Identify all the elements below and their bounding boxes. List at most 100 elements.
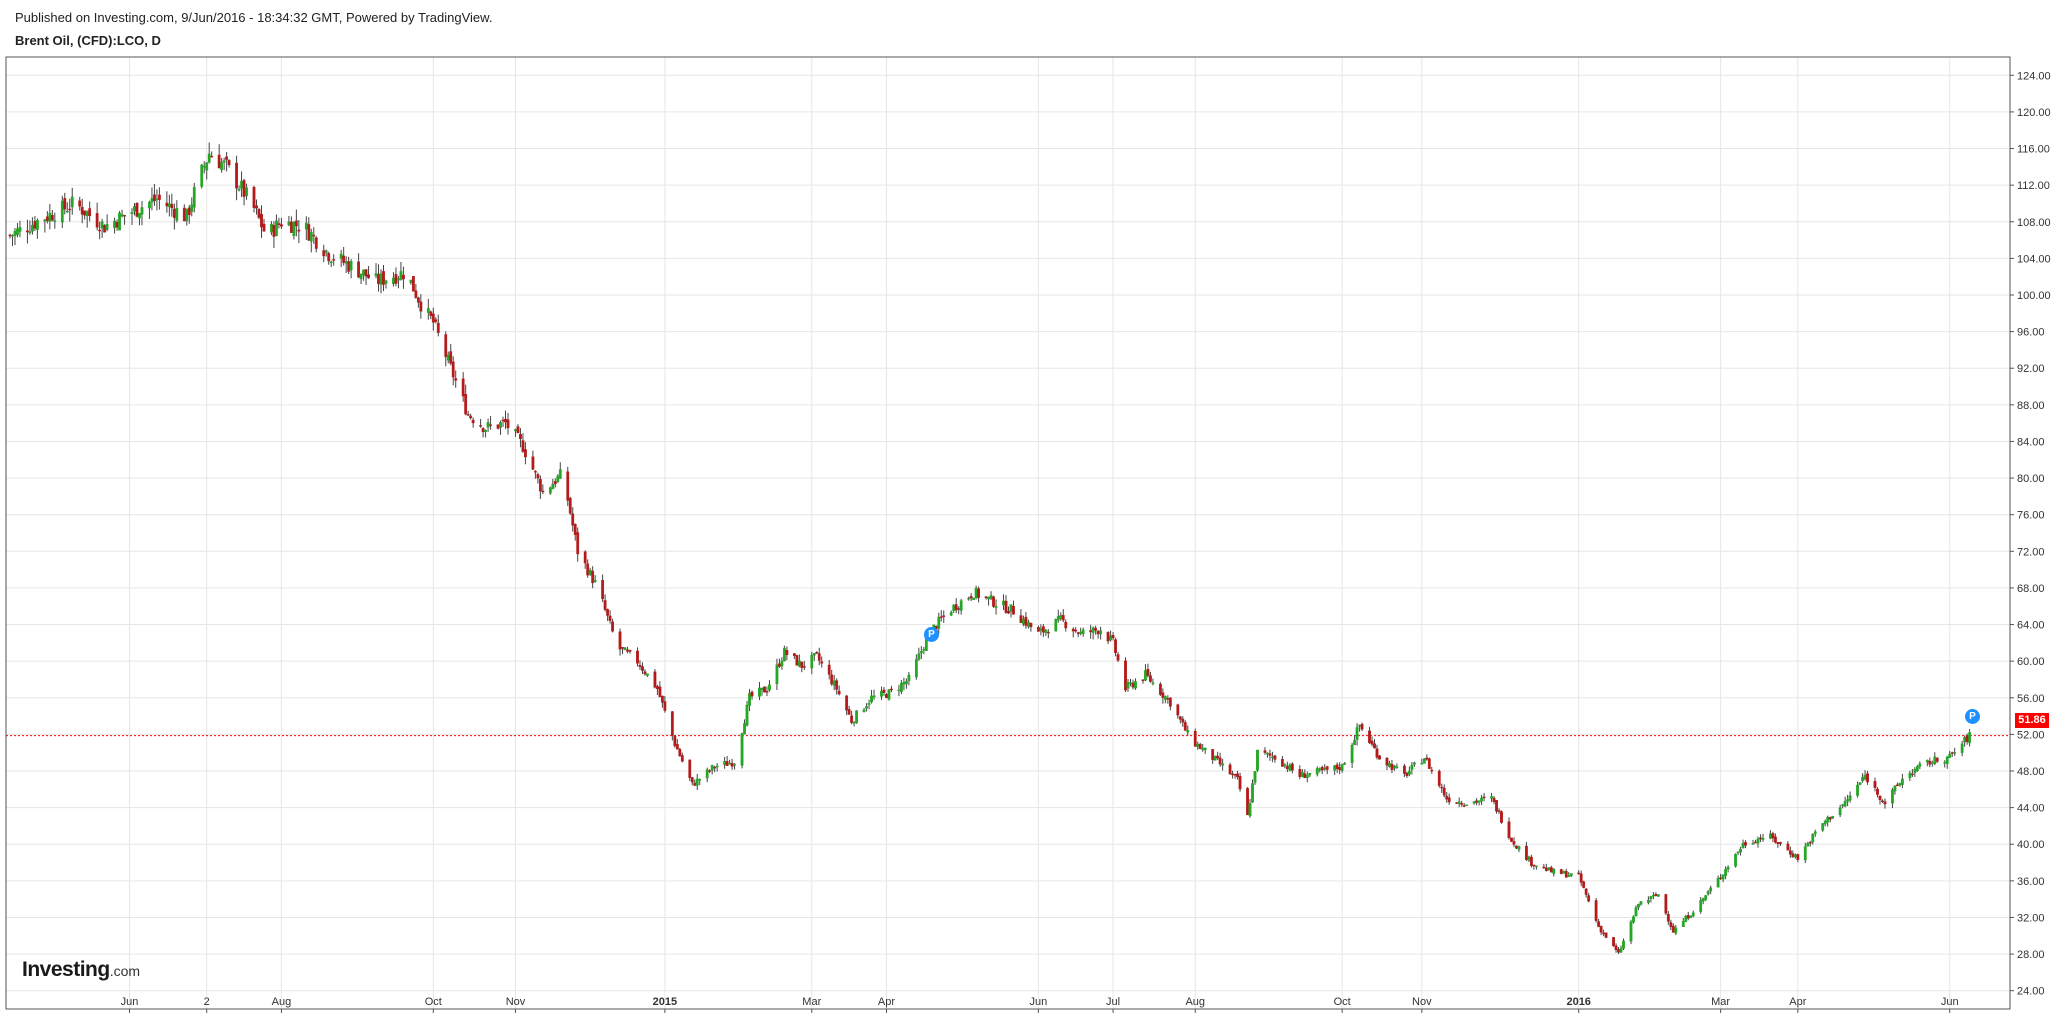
candle — [1776, 841, 1780, 848]
candle-body — [257, 209, 261, 218]
candle-body — [150, 198, 154, 203]
candle-body — [1796, 854, 1800, 860]
candle-body — [1388, 763, 1391, 767]
candle — [1427, 757, 1431, 769]
candle — [252, 185, 256, 213]
candle — [202, 161, 206, 174]
candle-body — [922, 649, 926, 651]
candle — [1437, 769, 1441, 788]
candle-body — [486, 422, 490, 428]
candle — [1298, 765, 1302, 780]
candle-body — [1669, 922, 1673, 928]
candle-body — [865, 706, 868, 709]
x-tick-label: Jul — [1106, 996, 1120, 1008]
candle-body — [1898, 783, 1902, 786]
candle — [416, 296, 420, 308]
candle — [922, 646, 926, 655]
x-tick-label: Mar — [1711, 996, 1730, 1008]
candle-body — [1196, 743, 1200, 748]
candle — [1564, 868, 1568, 879]
candle — [1320, 765, 1324, 775]
y-tick-label: 88.00 — [2017, 400, 2045, 412]
candle-body — [1497, 810, 1501, 812]
candle-body — [449, 351, 453, 364]
candle — [1375, 744, 1379, 760]
candle-body — [1597, 921, 1601, 927]
candle — [1186, 725, 1190, 736]
candle — [50, 209, 54, 222]
candle — [429, 310, 433, 320]
candle-body — [461, 378, 465, 397]
y-tick-label: 92.00 — [2017, 363, 2045, 375]
candle-body — [1305, 775, 1309, 778]
candle — [606, 608, 610, 622]
candle — [1124, 657, 1127, 693]
candle-body — [658, 686, 662, 697]
candle — [43, 218, 47, 233]
candle — [1769, 830, 1772, 840]
candle-body — [65, 210, 69, 213]
candle-body — [275, 220, 278, 236]
candle-body — [471, 419, 475, 424]
candle — [586, 559, 590, 578]
candle-body — [123, 214, 126, 217]
candle-body — [200, 164, 204, 187]
candle-body — [967, 597, 971, 600]
candle-body — [1106, 631, 1110, 642]
candle-body — [678, 748, 682, 757]
candle — [18, 220, 22, 238]
candle-body — [800, 661, 804, 668]
event-marker-icon[interactable]: P — [1965, 709, 1980, 724]
candle — [1151, 678, 1155, 686]
candle-body — [374, 273, 378, 276]
candle-body — [235, 162, 238, 189]
candle — [1806, 841, 1810, 847]
candle — [1134, 678, 1137, 690]
candle-body — [1945, 756, 1949, 764]
candle — [593, 575, 597, 583]
candle-body — [571, 513, 575, 526]
candle — [8, 233, 12, 239]
candle-body — [1552, 868, 1556, 874]
candle-body — [1759, 837, 1762, 840]
candle-body — [1410, 764, 1414, 770]
candle — [835, 678, 839, 695]
event-marker-icon[interactable]: P — [924, 627, 939, 642]
candle — [339, 249, 343, 267]
x-tick-label: Nov — [1412, 996, 1432, 1008]
candle — [1908, 770, 1912, 782]
candle-body — [760, 687, 764, 691]
candle-body — [277, 223, 281, 225]
candle — [531, 450, 535, 471]
candle — [693, 779, 697, 787]
candle-body — [1009, 604, 1013, 612]
candle-body — [307, 224, 311, 241]
candle-body — [1146, 669, 1150, 676]
candle — [882, 686, 886, 696]
candle — [1788, 846, 1792, 858]
candle-body — [63, 198, 67, 210]
candle — [1388, 760, 1391, 768]
candle — [1823, 819, 1827, 827]
candle — [782, 645, 786, 662]
candle — [1510, 837, 1513, 843]
candle-body — [1094, 627, 1098, 631]
candle — [1778, 841, 1782, 847]
y-tick-label: 52.00 — [2017, 729, 2045, 741]
candle — [1355, 723, 1359, 746]
candle — [797, 654, 801, 668]
candle-body — [1719, 877, 1723, 880]
candle — [837, 685, 841, 696]
candle-body — [994, 605, 998, 608]
candle — [309, 228, 313, 253]
candle — [1116, 651, 1120, 663]
candle-body — [780, 660, 784, 667]
candle — [1891, 787, 1894, 809]
candle-body — [402, 274, 405, 280]
candle-body — [740, 733, 744, 766]
candle — [802, 661, 806, 671]
candle-body — [1841, 804, 1845, 807]
candle-body — [524, 449, 527, 458]
x-tick-label: Oct — [1334, 996, 1351, 1008]
